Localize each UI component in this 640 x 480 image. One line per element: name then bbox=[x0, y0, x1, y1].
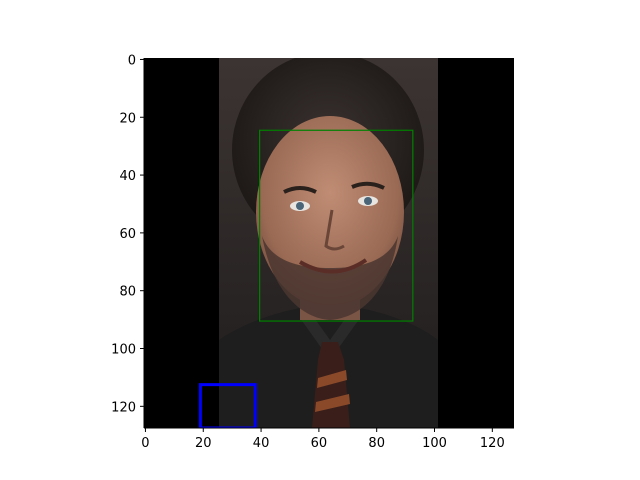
photo-tie-stripe bbox=[315, 370, 350, 412]
x-tick-label: 0 bbox=[141, 436, 149, 451]
y-tick-label: 100 bbox=[111, 343, 136, 358]
photo-iris-right bbox=[364, 197, 372, 205]
x-axis: 0 20 40 60 80 100 120 bbox=[141, 428, 505, 451]
y-axis: 0 20 40 60 80 100 120 bbox=[111, 53, 144, 415]
x-tick-label: 80 bbox=[368, 436, 385, 451]
annotations bbox=[198, 129, 414, 428]
marker-box bbox=[198, 383, 257, 428]
photo-brows bbox=[283, 181, 385, 194]
axes-frame bbox=[143, 58, 514, 429]
photo-collar bbox=[300, 312, 360, 360]
y-tick-label: 60 bbox=[119, 227, 136, 242]
photo bbox=[219, 58, 438, 428]
x-tick-label: 60 bbox=[311, 436, 328, 451]
photo-smile bbox=[298, 258, 368, 274]
photo-face bbox=[256, 116, 404, 308]
x-tick-label: 100 bbox=[422, 436, 447, 451]
y-tick-label: 40 bbox=[119, 169, 136, 184]
x-tick-label: 20 bbox=[195, 436, 212, 451]
y-tick-label: 20 bbox=[119, 111, 136, 126]
x-tick-label: 120 bbox=[480, 436, 505, 451]
y-tick-label: 80 bbox=[119, 285, 136, 300]
y-tick-label: 120 bbox=[111, 400, 136, 415]
photo-iris-left bbox=[296, 202, 304, 210]
face-box bbox=[259, 129, 414, 322]
axes: 0 20 40 60 80 100 120 0 20 40 60 80 100 120 bbox=[111, 53, 514, 451]
x-tick-label: 40 bbox=[253, 436, 270, 451]
photo-nose bbox=[324, 209, 345, 251]
y-tick-label: 0 bbox=[128, 53, 136, 68]
photo-beard bbox=[262, 236, 398, 320]
